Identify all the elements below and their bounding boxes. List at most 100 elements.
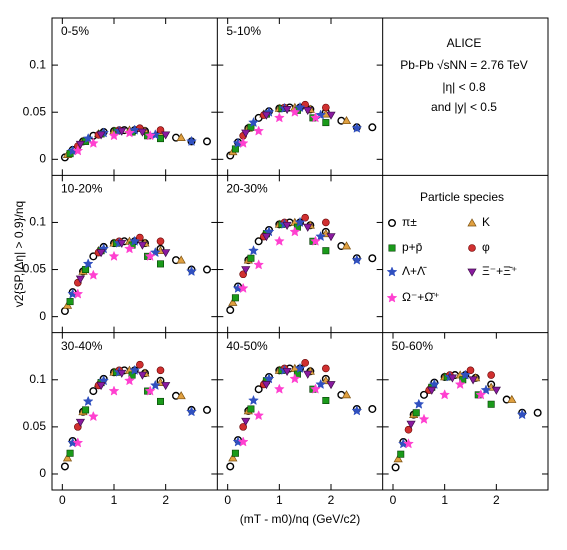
marker [72, 288, 84, 299]
marker [393, 454, 403, 463]
marker [176, 391, 186, 400]
x-tick-label: 0 [224, 493, 231, 507]
marker [253, 259, 265, 270]
marker [137, 371, 148, 380]
marker [144, 130, 156, 141]
marker [156, 237, 165, 246]
marker [310, 112, 321, 123]
marker [96, 131, 106, 140]
marker [161, 382, 171, 391]
marker [82, 395, 94, 407]
marker [226, 306, 235, 315]
info-text: Pb-Pb √sNN = 2.76 TeV [400, 58, 527, 72]
marker [89, 387, 98, 396]
marker [247, 254, 255, 262]
legend-title: Particle species [420, 190, 504, 204]
marker [282, 221, 292, 230]
marker [310, 235, 321, 246]
marker [351, 405, 363, 416]
marker [418, 413, 430, 424]
marker [66, 449, 74, 457]
marker [237, 436, 249, 447]
marker [273, 383, 285, 394]
marker [231, 294, 239, 302]
marker [108, 250, 120, 261]
marker [157, 260, 165, 268]
marker [62, 453, 73, 462]
marker [124, 127, 135, 138]
marker [427, 386, 437, 395]
marker [326, 381, 336, 390]
outer-frame [51, 17, 549, 491]
marker [253, 125, 265, 136]
marker [459, 369, 471, 380]
y-tick-label: 0.05 [23, 419, 47, 433]
marker [156, 366, 165, 375]
marker [289, 226, 301, 237]
marker [144, 250, 156, 261]
marker [136, 360, 144, 369]
marker [294, 101, 306, 113]
marker [294, 216, 306, 228]
marker [248, 245, 259, 256]
marker [420, 390, 429, 399]
marker [124, 243, 135, 254]
marker [351, 122, 363, 133]
marker [149, 246, 161, 258]
marker [322, 247, 330, 255]
x-tick-label: 2 [162, 493, 169, 507]
marker [491, 386, 501, 395]
info-text: ALICE [447, 36, 482, 50]
marker [137, 128, 148, 137]
marker [96, 382, 106, 391]
marker [403, 438, 414, 449]
marker [341, 115, 352, 125]
x-tick-label: 2 [328, 493, 335, 507]
marker [228, 453, 238, 462]
marker [273, 112, 285, 123]
marker [241, 417, 251, 426]
marker [439, 389, 451, 400]
panel-label: 40-50% [226, 339, 268, 353]
x-tick-label: 0 [390, 493, 397, 507]
marker [391, 463, 400, 472]
marker [186, 265, 197, 277]
marker [87, 137, 99, 148]
marker [241, 266, 251, 275]
marker [129, 235, 141, 246]
marker [388, 244, 396, 252]
marker [468, 376, 478, 385]
marker [72, 145, 84, 156]
legend-label: π± [402, 215, 417, 229]
marker [351, 254, 363, 265]
y-tick-label: 0.1 [29, 372, 46, 386]
marker [137, 241, 148, 250]
x-tick-label: 1 [276, 493, 283, 507]
marker [322, 364, 330, 373]
marker [467, 218, 477, 227]
marker [176, 255, 186, 264]
marker [413, 398, 425, 409]
marker [75, 275, 86, 284]
marker [136, 233, 144, 242]
marker [406, 420, 416, 429]
info-text: |η| < 0.8 [442, 80, 486, 94]
marker [516, 408, 528, 420]
legend-label: Ω⁻+Ω̄⁺ [402, 290, 440, 304]
legend-label: p+p̄ [402, 240, 423, 254]
marker [468, 244, 476, 252]
marker [322, 119, 330, 127]
marker [202, 405, 211, 414]
marker [303, 370, 313, 379]
y-tick-label: 0.05 [23, 104, 47, 118]
marker [289, 373, 301, 384]
marker [289, 106, 301, 117]
marker [301, 359, 309, 367]
marker [261, 233, 272, 242]
marker [480, 384, 492, 395]
marker [117, 239, 127, 248]
panel-label: 10-20% [61, 182, 103, 196]
marker [507, 394, 517, 403]
marker [263, 373, 275, 384]
